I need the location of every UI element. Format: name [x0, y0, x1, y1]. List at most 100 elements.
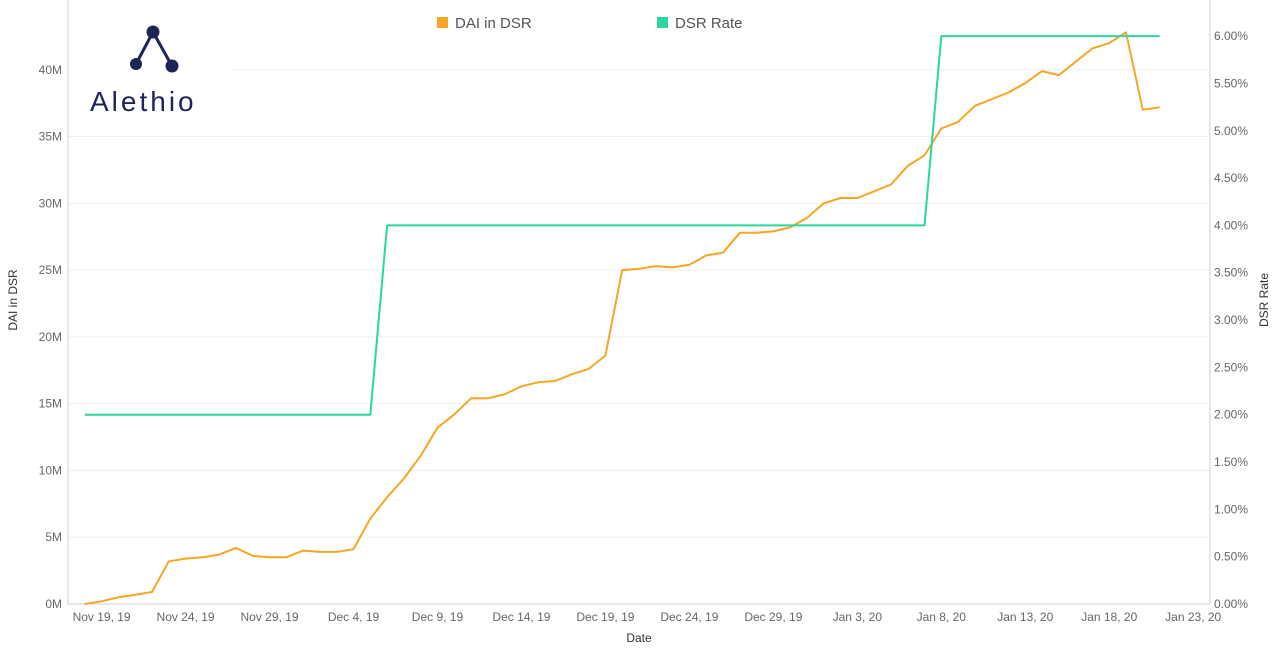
x-tick-label: Nov 24, 19 — [157, 610, 215, 624]
data-point-dai — [251, 554, 255, 558]
data-point-dai — [721, 251, 725, 255]
legend: DAI in DSR DSR Rate — [437, 15, 743, 32]
logo-mark-icon — [130, 25, 179, 73]
y-right-tick-label: 3.50% — [1214, 266, 1248, 280]
data-point-dai — [184, 557, 188, 561]
x-tick-label: Dec 29, 19 — [744, 610, 802, 624]
data-point-dai — [805, 216, 809, 220]
x-tick-label: Dec 4, 19 — [328, 610, 380, 624]
data-point-dai — [368, 517, 372, 521]
data-point-dai — [217, 553, 221, 557]
y-right-tick-label: 4.00% — [1214, 218, 1248, 232]
y-left-tick-label: 0M — [45, 597, 62, 611]
legend-label-dsr: DSR Rate — [675, 15, 743, 32]
data-point-dai — [956, 120, 960, 124]
y-right-tick-label: 4.50% — [1214, 171, 1248, 185]
legend-item-dsr: DSR Rate — [657, 15, 743, 32]
data-point-dai — [133, 593, 137, 597]
data-point-dai — [1057, 73, 1061, 77]
y-left-tick-label: 15M — [39, 397, 62, 411]
data-point-dai — [738, 231, 742, 235]
y-right-tick-label: 1.00% — [1214, 502, 1248, 516]
data-point-dsr — [83, 413, 87, 417]
data-point-dai — [671, 265, 675, 269]
data-point-dai — [687, 263, 691, 267]
x-tick-labels: Nov 19, 19 Nov 24, 19 Nov 29, 19 Dec 4, 19 D… — [73, 610, 1222, 624]
legend-item-dai: DAI in DSR — [437, 15, 532, 32]
data-point-dai — [906, 164, 910, 168]
data-point-dai — [1023, 81, 1027, 85]
data-point-dsr — [368, 413, 372, 417]
data-point-dai — [872, 189, 876, 193]
x-tick-label: Dec 14, 19 — [492, 610, 550, 624]
left-axis-title: DAI in DSR — [6, 269, 20, 331]
data-point-dai — [822, 201, 826, 205]
y-right-tick-label: 6.00% — [1214, 29, 1248, 43]
x-tick-label: Jan 13, 20 — [997, 610, 1053, 624]
axes — [67, 0, 1211, 605]
y-left-tick-label: 25M — [39, 263, 62, 277]
data-point-dai — [939, 127, 943, 131]
x-tick-label: Nov 29, 19 — [241, 610, 299, 624]
data-point-dai — [318, 550, 322, 554]
y-right-tick-label: 1.50% — [1214, 455, 1248, 469]
data-point-dai — [620, 268, 624, 272]
data-point-dai — [486, 396, 490, 400]
data-point-dai — [116, 595, 120, 599]
data-point-dai — [990, 97, 994, 101]
data-point-dai — [234, 546, 238, 550]
data-point-dai — [704, 253, 708, 257]
y-right-tick-label: 2.50% — [1214, 360, 1248, 374]
legend-swatch-dsr — [657, 17, 668, 28]
data-point-dai — [755, 231, 759, 235]
data-point-dai — [637, 267, 641, 271]
data-point-dai — [1124, 30, 1128, 34]
y-left-tick-label: 5M — [45, 530, 62, 544]
data-point-dsr — [1158, 34, 1162, 38]
y-right-tick-label: 2.00% — [1214, 408, 1248, 422]
data-point-dai — [889, 183, 893, 187]
logo: Alethio — [70, 10, 230, 130]
data-point-dai — [469, 396, 473, 400]
x-tick-label: Dec 24, 19 — [660, 610, 718, 624]
data-point-dai — [435, 426, 439, 430]
data-point-dai — [839, 196, 843, 200]
data-point-dai — [1141, 108, 1145, 112]
data-point-dai — [519, 384, 523, 388]
data-point-dsr — [923, 223, 927, 227]
data-point-dai — [100, 599, 104, 603]
right-axis-title: DSR Rate — [1257, 273, 1271, 327]
data-point-dai — [570, 372, 574, 376]
x-tick-label: Jan 3, 20 — [833, 610, 883, 624]
data-point-dai — [402, 476, 406, 480]
left-tick-labels: 0M 5M 10M 15M 20M 25M 30M 35M 40M — [39, 63, 62, 611]
data-point-dai — [284, 555, 288, 559]
series-line-dai — [84, 31, 1160, 605]
y-right-tick-label: 5.50% — [1214, 76, 1248, 90]
data-point-dai — [150, 590, 154, 594]
data-point-dai — [419, 454, 423, 458]
legend-label-dai: DAI in DSR — [455, 15, 532, 32]
y-left-tick-label: 35M — [39, 130, 62, 144]
y-left-tick-label: 40M — [39, 63, 62, 77]
data-point-dai — [654, 264, 658, 268]
x-tick-label: Nov 19, 19 — [73, 610, 131, 624]
data-point-dai — [536, 380, 540, 384]
x-tick-label: Jan 18, 20 — [1081, 610, 1137, 624]
data-point-dai — [771, 229, 775, 233]
x-tick-label: Dec 9, 19 — [412, 610, 464, 624]
data-point-dai — [268, 555, 272, 559]
y-right-tick-label: 0.50% — [1214, 550, 1248, 564]
gridlines — [68, 69, 1210, 538]
y-left-tick-label: 10M — [39, 463, 62, 477]
series-layer — [83, 30, 1162, 605]
data-point-dsr — [385, 223, 389, 227]
x-tick-label: Jan 8, 20 — [917, 610, 967, 624]
data-point-dai — [200, 555, 204, 559]
legend-swatch-dai — [437, 17, 448, 28]
data-point-dai — [385, 495, 389, 499]
data-point-dai — [352, 547, 356, 551]
data-point-dai — [973, 104, 977, 108]
right-tick-labels: 0.00% 0.50% 1.00% 1.50% 2.00% 2.50% 3.00% 3.50%… — [1214, 29, 1248, 611]
